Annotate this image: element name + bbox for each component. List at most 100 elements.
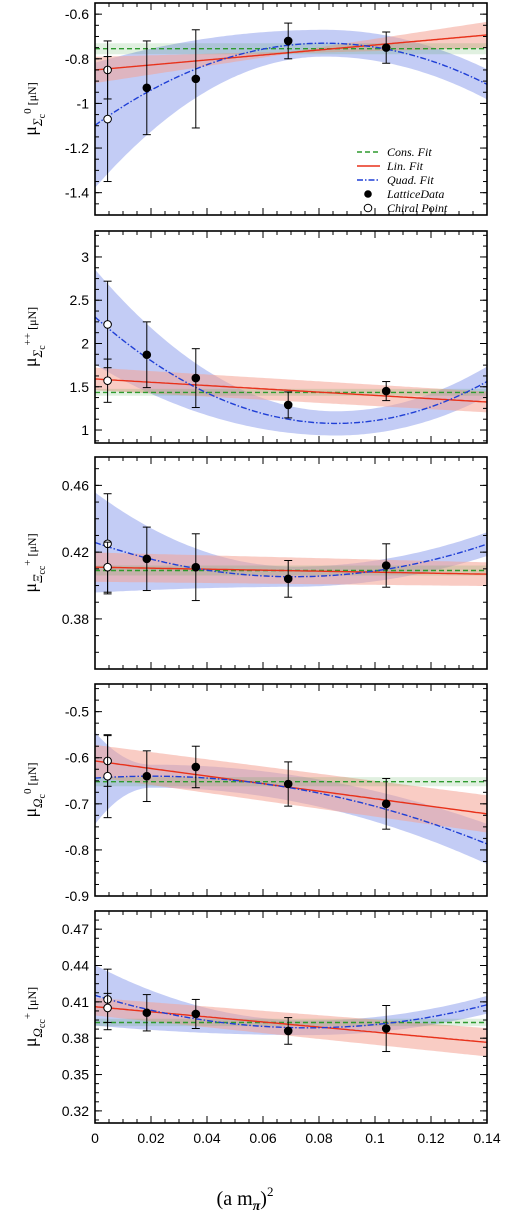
y-tick-label: -0.5 — [65, 704, 89, 720]
y-tick-label: -1 — [77, 95, 90, 111]
lattice-point-2 — [283, 36, 293, 46]
plot-area — [95, 492, 487, 602]
y-axis-label-part: ++ — [22, 333, 34, 345]
y-axis-label-part: [μN] — [25, 987, 39, 1013]
y-axis-label: μΩcc+ [μN] — [20, 987, 48, 1047]
quad-fit-band — [95, 269, 487, 436]
y-tick-label: -1.4 — [65, 185, 89, 201]
y-axis-label-part: Σ — [30, 118, 45, 127]
lin-fit-band — [95, 744, 487, 833]
y-axis-label-part: [μN] — [25, 533, 39, 559]
chiral-point-0 — [103, 320, 112, 329]
panel-sigma_cpp: 1 1.5 2 2.5 3 μΣc++ [μN] — [20, 230, 488, 444]
legend-chiral-marker — [363, 203, 373, 213]
y-tick-label: 2.5 — [70, 292, 90, 308]
lattice-point-2 — [283, 1026, 293, 1036]
y-tick-label: -0.6 — [65, 6, 89, 22]
lattice-point-3 — [381, 561, 391, 570]
y-axis-label-part: cc — [37, 1019, 48, 1028]
y-axis-label-part: [μN] — [25, 762, 39, 788]
x-tick-label: 0.08 — [305, 1130, 332, 1146]
y-axis-label: μΞcc+ [μN] — [20, 533, 48, 592]
x-tick-label: 0.06 — [249, 1130, 276, 1146]
quad-fit-line — [95, 316, 487, 425]
lin-fit-line — [95, 378, 487, 403]
lattice-point-2 — [283, 400, 293, 410]
legend-chiral-label: Chiral Point — [387, 201, 448, 215]
chiral-point-1 — [103, 114, 112, 124]
panel-omega_c0: -0.5 -0.6 -0.7 -0.8 -0.9 μΩc0 [μN] — [20, 683, 488, 904]
y-axis-label-part: cc — [37, 565, 48, 574]
plot-area — [95, 732, 487, 864]
x-tick-label: 0.02 — [137, 1130, 164, 1146]
y-axis-label-part: μ — [20, 808, 40, 818]
chiral-point-1 — [103, 562, 112, 572]
y-tick-label: 0.38 — [62, 1030, 89, 1046]
y-tick-label: 0.38 — [62, 611, 89, 627]
quad-fit-line — [95, 994, 487, 1029]
y-tick-label: 0.44 — [62, 958, 89, 974]
lattice-point-1 — [191, 74, 201, 84]
lattice-point-1 — [191, 1009, 201, 1019]
legend-lattice-label: LatticeData — [386, 187, 444, 201]
lin-fit-line — [95, 566, 487, 575]
lattice-point-0 — [142, 350, 152, 360]
plot-area — [95, 269, 487, 436]
y-tick-label: -0.8 — [65, 842, 89, 858]
chiral-point-1 — [103, 1003, 112, 1013]
x-tick-label: 0.12 — [417, 1130, 444, 1146]
chiral-point-1 — [103, 376, 112, 385]
y-axis-label-part: c — [37, 345, 48, 350]
y-tick-label: 2 — [81, 335, 89, 351]
plot-area — [95, 965, 487, 1057]
y-tick-label: -0.9 — [65, 888, 89, 904]
y-axis-label: μΣc++ [μN] — [20, 307, 48, 367]
y-axis-label-part: + — [22, 1013, 34, 1019]
y-tick-label: 0.47 — [62, 921, 89, 937]
y-axis-label-part: 0 — [22, 788, 34, 794]
y-axis-label: μΩc0 [μN] — [20, 762, 48, 817]
y-tick-label: -0.8 — [65, 51, 89, 67]
y-axis-label-part: + — [22, 560, 34, 566]
y-tick-label: 3 — [81, 249, 89, 265]
lattice-point-3 — [381, 386, 391, 396]
y-tick-label: 0.35 — [62, 1067, 89, 1083]
lin-fit-line — [95, 34, 487, 71]
lattice-point-0 — [142, 771, 152, 781]
lattice-point-0 — [142, 1008, 152, 1018]
y-axis-label-part: Ξ — [30, 574, 45, 583]
lattice-point-0 — [142, 554, 152, 564]
y-axis-label-part: μ — [20, 358, 40, 368]
plot-area — [95, 21, 487, 188]
legend-lattice-marker — [364, 190, 372, 198]
y-tick-label: 0.41 — [62, 994, 89, 1010]
y-tick-label: 0.32 — [62, 1103, 89, 1119]
x-tick-label: 0.04 — [193, 1130, 220, 1146]
y-tick-label: 0.42 — [62, 544, 89, 560]
y-axis-label-part: μ — [20, 583, 40, 593]
y-tick-label: 1.5 — [70, 379, 90, 395]
legend: Cons. Fit Lin. Fit Quad. Fit LatticeData… — [357, 145, 448, 215]
y-axis-label: μΣc0 [μN] — [20, 82, 48, 135]
y-axis-label-part: μ — [20, 1037, 40, 1047]
lattice-point-3 — [381, 43, 391, 52]
legend-cons-label: Cons. Fit — [387, 145, 432, 159]
lattice-point-1 — [191, 562, 201, 572]
y-tick-label: 1 — [81, 422, 89, 438]
y-axis-label-part: Σ — [30, 350, 45, 359]
y-tick-label: 0.46 — [62, 477, 89, 493]
chiral-point-1 — [103, 771, 112, 781]
y-tick-label: -0.6 — [65, 750, 89, 766]
y-tick-label: -0.7 — [65, 796, 89, 812]
lattice-point-1 — [191, 762, 201, 772]
panel-sigma_c0: -0.6 -0.8 -1 -1.2 -1.4 μΣc0 [μN] — [20, 2, 488, 216]
quad-fit-line — [95, 42, 487, 126]
quad-fit-band — [95, 29, 487, 188]
y-axis-label-part: [μN] — [25, 82, 39, 108]
panel-xi_cc: 0.38 0.42 0.46 μΞcc+ [μN] — [20, 456, 488, 670]
y-axis-label-part: c — [37, 113, 48, 118]
y-axis-label-part: Ω — [30, 1028, 45, 1037]
lin-fit-line — [95, 1006, 487, 1043]
lattice-point-3 — [381, 799, 391, 809]
